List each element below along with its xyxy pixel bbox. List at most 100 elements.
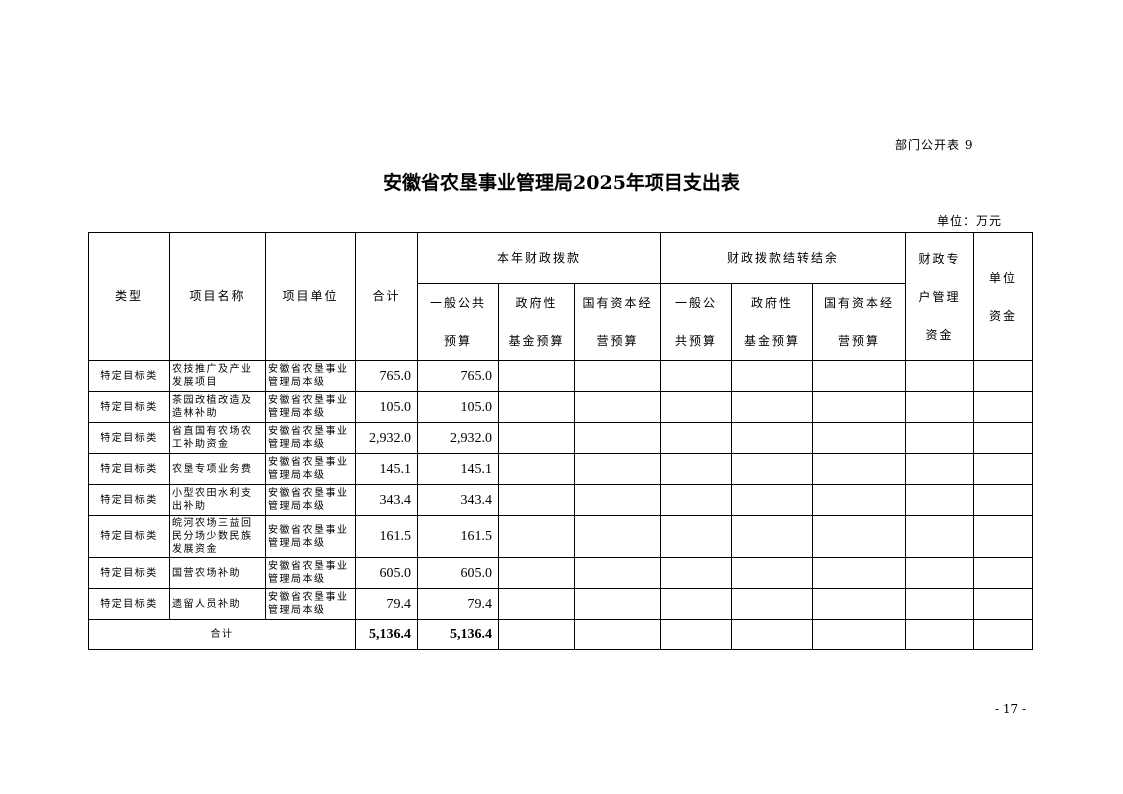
- cell-empty: [731, 391, 813, 423]
- cell-empty: [574, 360, 661, 392]
- cell-empty: [905, 484, 975, 516]
- cell-empty: [731, 453, 813, 485]
- header-type: 类型: [88, 232, 170, 361]
- header-special-account: 财政专 户管理 资金: [905, 232, 975, 361]
- table-row: 特定目标类 国营农场补助 安徽省农垦事业管理局本级 605.0 605.0: [88, 557, 1034, 589]
- cell-empty: [811, 422, 907, 454]
- table-row: 特定目标类 茶园改植改造及造林补助 安徽省农垦事业管理局本级 105.0 105.0: [88, 391, 1034, 423]
- cell-name: 遗留人员补助: [169, 588, 266, 620]
- total-general-budget: 5,136.4: [417, 619, 499, 650]
- cell-type: 特定目标类: [88, 391, 170, 423]
- cell-empty: [811, 453, 907, 485]
- cell-empty: [660, 360, 732, 392]
- cell-empty: [811, 557, 907, 589]
- cell-type: 特定目标类: [88, 360, 170, 392]
- cell-empty: [498, 391, 575, 423]
- cell-name: 茶园改植改造及造林补助: [169, 391, 266, 423]
- cell-empty: [731, 588, 813, 620]
- cell-empty: [905, 453, 975, 485]
- cell-name: 省直国有农场农工补助资金: [169, 422, 266, 454]
- cell-empty: [973, 360, 1034, 392]
- project-expenditure-table: 类型 项目名称 项目单位 合计 本年财政拨款 财政拨款结转结余 财政专 户管理 资金…: [88, 232, 1034, 650]
- header-unit: 项目单位: [265, 232, 356, 361]
- cell-empty: [660, 619, 732, 650]
- cell-name: 皖河农场三益回民分场少数民族发展资金: [169, 515, 266, 558]
- header-own-funds: 单位 资金: [973, 232, 1034, 361]
- cell-total: 605.0: [355, 557, 418, 589]
- cell-empty: [905, 588, 975, 620]
- cell-empty: [731, 422, 813, 454]
- cell-total: 765.0: [355, 360, 418, 392]
- subheader-g1_cols-0: 一般公共 预算: [417, 283, 499, 361]
- cell-empty: [660, 453, 732, 485]
- table-row: 特定目标类 农垦专项业务费 安徽省农垦事业管理局本级 145.1 145.1: [88, 453, 1034, 485]
- cell-empty: [574, 422, 661, 454]
- cell-empty: [905, 422, 975, 454]
- table-number: 部门公开表 9: [895, 138, 974, 152]
- cell-unit: 安徽省农垦事业管理局本级: [265, 391, 356, 423]
- cell-empty: [574, 588, 661, 620]
- cell-empty: [660, 557, 732, 589]
- cell-empty: [660, 391, 732, 423]
- cell-type: 特定目标类: [88, 422, 170, 454]
- cell-empty: [498, 484, 575, 516]
- header-total: 合计: [355, 232, 418, 361]
- cell-name: 农技推广及产业发展项目: [169, 360, 266, 392]
- cell-empty: [498, 422, 575, 454]
- cell-empty: [811, 588, 907, 620]
- cell-empty: [811, 360, 907, 392]
- subheader-g1_cols-2: 国有资本经 营预算: [574, 283, 661, 361]
- cell-empty: [574, 515, 661, 558]
- cell-general-budget: 105.0: [417, 391, 499, 423]
- cell-empty: [731, 515, 813, 558]
- cell-empty: [905, 360, 975, 392]
- cell-empty: [905, 515, 975, 558]
- cell-empty: [498, 453, 575, 485]
- cell-empty: [811, 391, 907, 423]
- cell-empty: [973, 484, 1034, 516]
- subheader-g2_cols-0: 一般公 共预算: [660, 283, 732, 361]
- cell-type: 特定目标类: [88, 515, 170, 558]
- subheader-g2_cols-1: 政府性 基金预算: [731, 283, 813, 361]
- cell-empty: [811, 515, 907, 558]
- cell-empty: [731, 360, 813, 392]
- cell-general-budget: 765.0: [417, 360, 499, 392]
- table-row: 特定目标类 省直国有农场农工补助资金 安徽省农垦事业管理局本级 2,932.0 2,93…: [88, 422, 1034, 454]
- cell-name: 国营农场补助: [169, 557, 266, 589]
- cell-general-budget: 605.0: [417, 557, 499, 589]
- cell-unit: 安徽省农垦事业管理局本级: [265, 588, 356, 620]
- cell-type: 特定目标类: [88, 557, 170, 589]
- cell-unit: 安徽省农垦事业管理局本级: [265, 360, 356, 392]
- header-current-year: 本年财政拨款: [417, 232, 661, 284]
- cell-empty: [498, 619, 575, 650]
- table-row: 特定目标类 农技推广及产业发展项目 安徽省农垦事业管理局本级 765.0 765.0: [88, 360, 1034, 392]
- table-row: 特定目标类 皖河农场三益回民分场少数民族发展资金 安徽省农垦事业管理局本级 161.5…: [88, 515, 1034, 558]
- cell-empty: [973, 515, 1034, 558]
- page-title: 安徽省农垦事业管理局2025年项目支出表: [383, 172, 740, 194]
- cell-type: 特定目标类: [88, 588, 170, 620]
- cell-empty: [574, 619, 661, 650]
- cell-name: 小型农田水利支出补助: [169, 484, 266, 516]
- cell-empty: [731, 557, 813, 589]
- cell-empty: [660, 422, 732, 454]
- cell-general-budget: 161.5: [417, 515, 499, 558]
- cell-empty: [660, 484, 732, 516]
- table-row: 特定目标类 小型农田水利支出补助 安徽省农垦事业管理局本级 343.4 343.4: [88, 484, 1034, 516]
- cell-type: 特定目标类: [88, 453, 170, 485]
- cell-type: 特定目标类: [88, 484, 170, 516]
- cell-empty: [660, 515, 732, 558]
- cell-general-budget: 79.4: [417, 588, 499, 620]
- cell-empty: [574, 391, 661, 423]
- cell-unit: 安徽省农垦事业管理局本级: [265, 453, 356, 485]
- cell-total: 2,932.0: [355, 422, 418, 454]
- cell-total: 161.5: [355, 515, 418, 558]
- cell-total: 79.4: [355, 588, 418, 620]
- cell-empty: [973, 619, 1034, 650]
- cell-unit: 安徽省农垦事业管理局本级: [265, 484, 356, 516]
- cell-empty: [498, 588, 575, 620]
- cell-empty: [973, 422, 1034, 454]
- cell-empty: [731, 484, 813, 516]
- unit-label: 单位：万元: [937, 214, 1003, 228]
- total-sum: 5,136.4: [355, 619, 418, 650]
- cell-total: 145.1: [355, 453, 418, 485]
